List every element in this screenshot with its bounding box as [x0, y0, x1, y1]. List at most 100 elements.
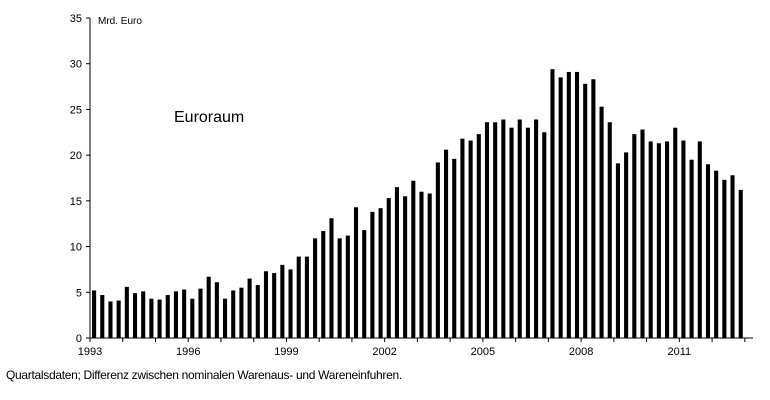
- bar: [632, 134, 637, 338]
- bar: [566, 71, 571, 338]
- bar: [435, 162, 440, 338]
- bar: [574, 71, 580, 338]
- bar: [460, 138, 465, 338]
- bar: [656, 143, 661, 338]
- bar: [615, 163, 620, 338]
- bar: [165, 295, 170, 338]
- bar: [394, 187, 399, 338]
- bar: [255, 284, 260, 338]
- x-tick-label: 1999: [274, 346, 298, 358]
- y-tick-label: 35: [70, 13, 82, 25]
- bar: [681, 140, 686, 338]
- bar: [411, 180, 416, 338]
- bar: [141, 291, 146, 338]
- bar: [722, 179, 727, 338]
- y-tick-label: 30: [70, 59, 82, 71]
- bar: [730, 175, 735, 338]
- bar: [223, 298, 228, 338]
- bar: [419, 191, 424, 338]
- bar: [198, 288, 203, 338]
- bar: [607, 122, 612, 338]
- bar: [558, 77, 563, 339]
- bar: [272, 273, 277, 338]
- bar: [493, 122, 498, 338]
- bar: [403, 196, 408, 338]
- bar: [206, 276, 211, 338]
- bar: [542, 132, 547, 338]
- bar: [116, 300, 121, 338]
- bar: [468, 140, 473, 338]
- x-tick-label: 1993: [78, 346, 102, 358]
- bar: [689, 159, 694, 338]
- x-tick-label: 2002: [372, 346, 396, 358]
- x-tick-label: 2008: [569, 346, 593, 358]
- bar: [280, 264, 285, 338]
- bar: [476, 134, 481, 338]
- bar: [738, 189, 743, 338]
- bar: [296, 256, 301, 338]
- bar: [624, 152, 629, 338]
- bar: [378, 208, 383, 338]
- bar: [329, 218, 334, 338]
- bar: [386, 198, 391, 338]
- bar: [157, 299, 162, 338]
- bar: [362, 230, 367, 338]
- bar: [182, 289, 187, 338]
- bar: [313, 238, 318, 338]
- bar: [665, 141, 670, 338]
- x-tick-label: 2011: [668, 346, 692, 358]
- bar: [705, 164, 711, 338]
- bar: [673, 127, 678, 339]
- bar: [345, 235, 350, 338]
- y-axis-unit-label: Mrd. Euro: [98, 16, 142, 27]
- x-axis-ticks: 1993 1996 1999 2002 2005 2008 2011: [78, 338, 746, 358]
- bar: [550, 69, 555, 338]
- series-annotation: Euroraum: [174, 109, 244, 126]
- y-tick-label: 20: [70, 150, 82, 162]
- footnote: Quartalsdaten; Differenz zwischen nomina…: [6, 368, 402, 382]
- bar-series: [92, 69, 743, 339]
- bar: [239, 287, 244, 338]
- bar: [124, 286, 129, 338]
- x-tick-label: 2005: [471, 346, 495, 358]
- bar: [648, 141, 653, 338]
- y-tick-label: 10: [70, 242, 82, 254]
- bar: [484, 122, 490, 338]
- bar: [517, 119, 522, 339]
- bar: [370, 211, 375, 338]
- bar: [132, 293, 138, 338]
- bar: [534, 119, 539, 339]
- bar: [353, 207, 359, 338]
- bar: [288, 269, 293, 338]
- chart: 0 5 10 15 20 25 30 35 1993 1996 1999 2002 2005 2008 2…: [70, 13, 753, 358]
- y-tick-label: 25: [70, 104, 82, 116]
- bar: [444, 149, 449, 338]
- bar: [509, 127, 514, 339]
- bar: [108, 301, 113, 338]
- bar: [591, 79, 596, 338]
- bar: [214, 282, 219, 338]
- bar: [231, 290, 236, 338]
- bar: [714, 170, 719, 338]
- bar: [452, 158, 457, 338]
- bar: [640, 129, 645, 338]
- y-tick-label: 0: [76, 333, 82, 345]
- bar: [92, 290, 97, 338]
- y-tick-label: 5: [76, 287, 82, 299]
- bar: [697, 141, 702, 338]
- bar: [321, 231, 326, 338]
- axes: [89, 18, 753, 339]
- bar: [525, 127, 530, 339]
- bar: [263, 271, 269, 338]
- bar: [190, 298, 195, 338]
- y-axis-ticks: 0 5 10 15 20 25 30 35: [70, 13, 90, 345]
- x-tick-label: 1996: [176, 346, 200, 358]
- y-tick-label: 15: [70, 196, 82, 208]
- bar: [427, 193, 432, 338]
- bar: [337, 238, 342, 338]
- bar: [583, 83, 588, 338]
- bar: [599, 106, 604, 338]
- bar: [100, 295, 105, 338]
- bar: [247, 278, 252, 338]
- bar: [304, 256, 309, 338]
